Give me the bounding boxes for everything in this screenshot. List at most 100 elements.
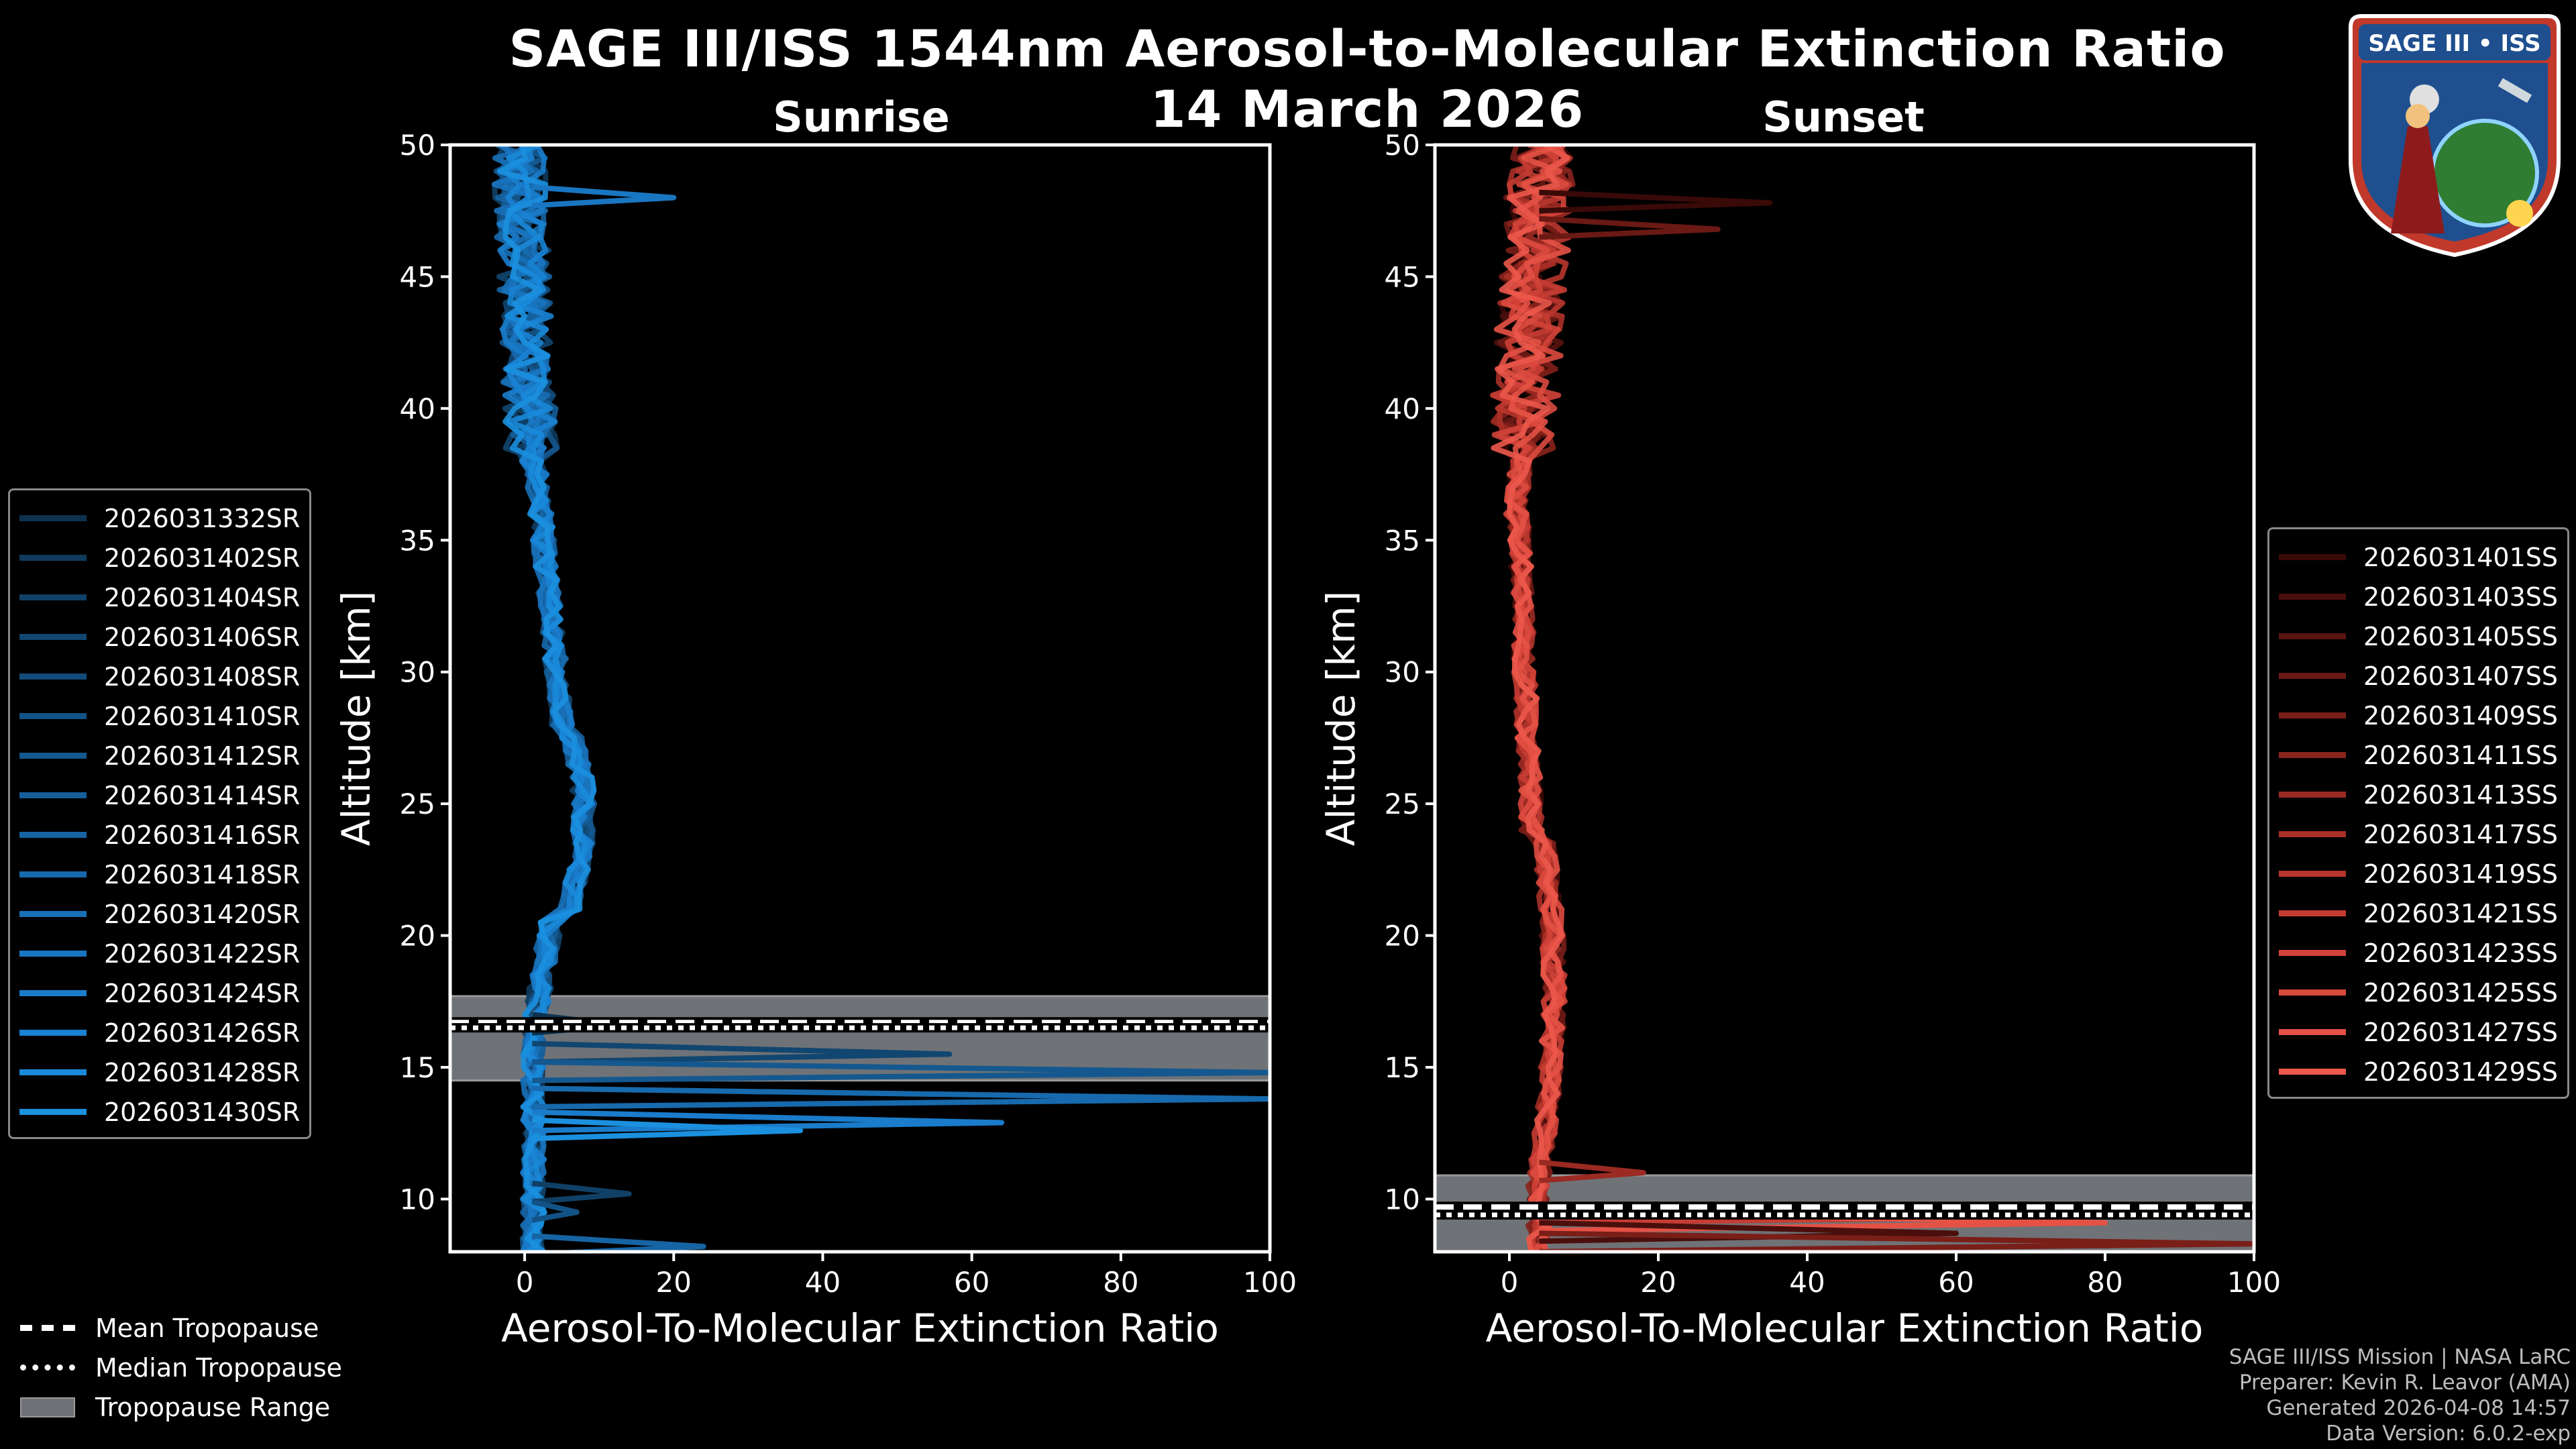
legend-swatch <box>2279 1029 2346 1035</box>
x-tick-label: 60 <box>1938 1266 1974 1299</box>
legend-label: 2026031332SR <box>104 503 301 533</box>
legend-swatch <box>2279 871 2346 877</box>
y-tick-label: 50 <box>1385 129 1420 162</box>
legend-swatch <box>2279 792 2346 798</box>
legend-label: 2026031419SS <box>2363 859 2559 889</box>
profile-lines <box>1489 145 2254 1252</box>
legend-item: 2026031404SR <box>19 578 300 617</box>
legend-label: 2026031428SR <box>104 1057 301 1087</box>
legend-swatch <box>19 1109 87 1115</box>
y-tick-label: 20 <box>400 920 435 953</box>
x-tick-label: 20 <box>1640 1266 1676 1299</box>
x-tick-label: 60 <box>954 1266 989 1299</box>
legend-label: 2026031421SS <box>2363 898 2559 928</box>
x-tick-label: 80 <box>1103 1266 1138 1299</box>
x-tick-label: 40 <box>1789 1266 1825 1299</box>
legend-tropopause-range: Tropopause Range <box>20 1387 342 1427</box>
profile-spike <box>531 1180 632 1205</box>
sunrise-legend: 2026031332SR 2026031402SR 2026031404SR 2026… <box>8 488 312 1139</box>
legend-item: 2026031420SR <box>19 894 300 934</box>
legend-item: 2026031414SR <box>19 775 300 815</box>
legend-item: 2026031402SR <box>19 538 300 578</box>
dash-line-swatch <box>20 1325 75 1331</box>
legend-swatch <box>2279 752 2346 758</box>
legend-item: 2026031406SR <box>19 617 300 657</box>
profile-spike <box>531 1233 706 1252</box>
sunset-legend: 2026031401SS 2026031403SS 2026031405SS 2026… <box>2267 527 2570 1099</box>
legend-swatch <box>19 951 87 957</box>
legend-label: 2026031420SR <box>104 899 301 929</box>
legend-label: 2026031413SS <box>2363 780 2559 810</box>
legend-item: 2026031426SR <box>19 1013 300 1053</box>
profile-spike <box>1539 1230 2254 1252</box>
y-tick-label: 45 <box>400 260 435 293</box>
legend-label: 2026031411SS <box>2363 740 2559 770</box>
legend-swatch <box>2279 910 2346 916</box>
legend-swatch <box>2279 673 2346 679</box>
legend-item: 2026031401SS <box>2279 537 2558 577</box>
profile-spike <box>531 1199 580 1223</box>
legend-swatch <box>2279 989 2346 996</box>
legend-label: 2026031410SR <box>104 701 301 731</box>
profile-lines <box>491 145 1270 1252</box>
range-box-swatch <box>20 1397 75 1417</box>
legend-swatch <box>2279 594 2346 600</box>
x-tick-label: 80 <box>2087 1266 2123 1299</box>
y-tick-label: 30 <box>400 656 435 689</box>
legend-item: 2026031407SS <box>2279 656 2558 696</box>
legend-label: 2026031427SS <box>2363 1017 2559 1047</box>
legend-item: 2026031409SS <box>2279 696 2558 735</box>
legend-swatch <box>19 871 87 877</box>
legend-item: 2026031416SR <box>19 815 300 855</box>
legend-label: 2026031403SS <box>2363 582 2559 612</box>
profile-line <box>1493 145 1571 1252</box>
legend-label: Tropopause Range <box>95 1392 331 1422</box>
y-tick-label: 35 <box>400 524 435 557</box>
legend-label: Mean Tropopause <box>95 1313 319 1343</box>
y-tick-label: 20 <box>1385 920 1420 953</box>
x-axis-label: Aerosol-To-Molecular Extinction Ratio <box>1486 1305 2204 1351</box>
y-tick-label: 15 <box>1385 1051 1420 1084</box>
footer-preparer: Preparer: Kevin R. Leavor (AMA) <box>2239 1371 2571 1395</box>
x-tick-label: 0 <box>1501 1266 1519 1299</box>
legend-label: 2026031407SS <box>2363 661 2559 691</box>
legend-label: Median Tropopause <box>95 1352 342 1383</box>
legend-item: 2026031427SS <box>2279 1012 2558 1052</box>
profile-spike <box>532 1085 1270 1110</box>
legend-swatch <box>19 634 87 640</box>
y-tick-label: 40 <box>400 392 435 425</box>
legend-label: 2026031402SR <box>104 543 301 573</box>
y-axis-label: Altitude [km] <box>1318 591 1364 846</box>
y-tick-label: 40 <box>1385 392 1420 425</box>
y-tick-label: 50 <box>400 129 435 162</box>
legend-swatch <box>2279 950 2346 956</box>
legend-label: 2026031405SS <box>2363 621 2559 651</box>
legend-item: 2026031332SR <box>19 498 300 538</box>
legend-label: 2026031414SR <box>104 780 301 810</box>
y-tick-label: 15 <box>400 1051 435 1084</box>
legend-mean-tropopause: Mean Tropopause <box>20 1308 342 1348</box>
legend-median-tropopause: Median Tropopause <box>20 1348 342 1387</box>
legend-label: 2026031422SR <box>104 938 301 969</box>
profile-spike <box>1539 216 1721 240</box>
y-tick-label: 35 <box>1385 524 1420 557</box>
profile-line <box>496 145 597 1252</box>
profile-spike <box>532 1040 953 1065</box>
sunrise-panel-title: Sunrise <box>773 93 950 142</box>
legend-swatch <box>2279 1069 2346 1075</box>
legend-item: 2026031413SS <box>2279 775 2558 814</box>
legend-item: 2026031405SS <box>2279 616 2558 656</box>
legend-swatch <box>19 515 87 521</box>
x-tick-label: 40 <box>805 1266 841 1299</box>
legend-item: 2026031417SS <box>2279 814 2558 854</box>
profile-line <box>504 145 595 1252</box>
legend-swatch <box>2279 633 2346 639</box>
sage-mission-logo: SAGE III • ISS <box>2349 14 2561 258</box>
profile-spike <box>532 1059 1270 1083</box>
x-tick-label: 100 <box>1243 1266 1297 1299</box>
legend-item: 2026031429SS <box>2279 1052 2558 1091</box>
legend-swatch <box>2279 554 2346 560</box>
legend-item: 2026031412SR <box>19 736 300 775</box>
plot-frame <box>448 143 1272 1254</box>
